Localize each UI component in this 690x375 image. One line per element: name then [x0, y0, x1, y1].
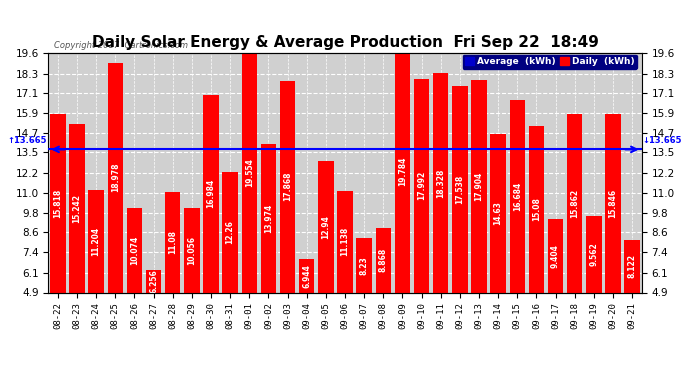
Bar	[452, 86, 468, 292]
Text: 6.944: 6.944	[302, 264, 311, 288]
Bar	[510, 100, 525, 292]
Text: 14.63: 14.63	[493, 201, 502, 225]
Text: ↑13.665: ↑13.665	[8, 136, 48, 146]
Bar	[88, 190, 104, 292]
Text: 11.204: 11.204	[92, 226, 101, 256]
Bar	[471, 80, 486, 292]
Bar	[491, 134, 506, 292]
Bar	[357, 238, 372, 292]
Bar	[529, 126, 544, 292]
Bar	[337, 190, 353, 292]
Bar	[261, 144, 276, 292]
Bar	[146, 270, 161, 292]
Text: ↓13.665: ↓13.665	[642, 136, 682, 146]
Text: 15.862: 15.862	[570, 189, 579, 218]
Bar	[586, 216, 602, 292]
Bar	[318, 161, 333, 292]
Bar	[222, 172, 238, 292]
Bar	[184, 209, 199, 292]
Text: 15.242: 15.242	[72, 194, 81, 223]
Bar	[165, 192, 180, 292]
Text: 16.684: 16.684	[513, 182, 522, 211]
Bar	[108, 63, 123, 292]
Text: 15.08: 15.08	[532, 198, 541, 221]
Bar	[624, 240, 640, 292]
Text: 17.538: 17.538	[455, 175, 464, 204]
Bar	[375, 228, 391, 292]
Text: 18.328: 18.328	[436, 168, 445, 198]
Text: 18.978: 18.978	[111, 163, 120, 192]
Text: 9.562: 9.562	[589, 243, 598, 266]
Text: 10.074: 10.074	[130, 236, 139, 265]
Text: 13.974: 13.974	[264, 204, 273, 233]
Text: 10.056: 10.056	[188, 236, 197, 265]
Bar	[567, 114, 582, 292]
Text: 12.26: 12.26	[226, 220, 235, 245]
Bar	[548, 219, 563, 292]
Text: 12.94: 12.94	[322, 215, 331, 239]
Bar	[433, 73, 448, 292]
Text: 15.846: 15.846	[609, 189, 618, 218]
Text: 8.122: 8.122	[628, 254, 637, 278]
Bar	[127, 208, 142, 292]
Text: 15.818: 15.818	[53, 189, 62, 218]
Bar	[50, 114, 66, 292]
Bar	[414, 79, 429, 292]
Text: 11.08: 11.08	[168, 230, 177, 254]
Bar	[204, 95, 219, 292]
Bar	[280, 81, 295, 292]
Legend: Average  (kWh), Daily  (kWh): Average (kWh), Daily (kWh)	[462, 55, 637, 69]
Text: 19.554: 19.554	[245, 159, 254, 188]
Bar	[605, 114, 620, 292]
Text: 19.784: 19.784	[398, 156, 407, 186]
Text: 11.138: 11.138	[340, 227, 350, 256]
Bar	[299, 259, 315, 292]
Text: 17.904: 17.904	[475, 172, 484, 201]
Text: 6.256: 6.256	[149, 270, 158, 293]
Title: Daily Solar Energy & Average Production  Fri Sep 22  18:49: Daily Solar Energy & Average Production …	[92, 35, 598, 50]
Text: 8.23: 8.23	[359, 256, 368, 275]
Text: 9.404: 9.404	[551, 244, 560, 268]
Text: 17.992: 17.992	[417, 171, 426, 200]
Text: Copyright 2017  Cartronics.com: Copyright 2017 Cartronics.com	[55, 41, 188, 50]
Bar	[70, 124, 85, 292]
Text: 8.868: 8.868	[379, 248, 388, 272]
Bar	[241, 53, 257, 292]
Text: 17.868: 17.868	[283, 172, 292, 201]
Text: 16.984: 16.984	[206, 179, 215, 209]
Bar	[395, 50, 410, 292]
